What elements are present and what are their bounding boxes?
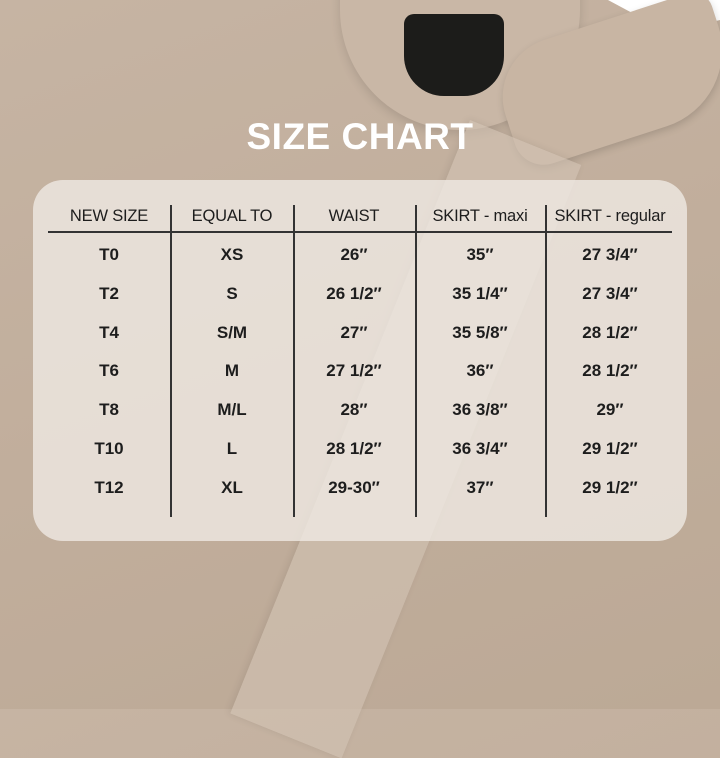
table-cell: 36 3/8″ xyxy=(452,400,508,420)
table-cell: 28 1/2″ xyxy=(582,322,638,342)
column-header: EQUAL TO xyxy=(191,207,273,225)
column-header: SKIRT - regular xyxy=(554,207,666,225)
table-cell: T8 xyxy=(99,400,119,420)
table-cell: 35 1/4″ xyxy=(452,283,508,303)
column-header: SKIRT - maxi xyxy=(432,207,528,225)
table-cell: S/M xyxy=(216,322,248,342)
column-header: NEW SIZE xyxy=(69,207,149,225)
table-cell: 36″ xyxy=(466,361,494,381)
column-header: WAIST xyxy=(328,207,380,225)
table-cell: XL xyxy=(221,477,243,497)
table-cell: 26 1/2″ xyxy=(326,283,382,303)
header-divider xyxy=(48,231,672,233)
table-cell: 27 3/4″ xyxy=(582,283,638,303)
table-cell: S xyxy=(226,283,238,303)
table-cell: 28 1/2″ xyxy=(582,361,638,381)
garment-label xyxy=(404,14,504,96)
table-cell: T10 xyxy=(94,439,124,458)
table-cell: 28 1/2″ xyxy=(326,439,382,458)
table-cell: T12 xyxy=(94,477,124,497)
table-cell: 29 1/2″ xyxy=(582,439,638,458)
table-cell: 27″ xyxy=(340,322,368,342)
table-cell: 29-30″ xyxy=(328,477,380,497)
table-cell: 35 5/8″ xyxy=(452,322,508,342)
table-cell: M xyxy=(224,361,240,381)
column-divider xyxy=(545,205,547,517)
table-cell: 29 1/2″ xyxy=(582,477,638,497)
table-cell: 29″ xyxy=(596,400,624,420)
column-divider xyxy=(170,205,172,517)
column-divider xyxy=(415,205,417,517)
table-cell: 37″ xyxy=(466,477,494,497)
table-cell: L xyxy=(226,439,238,458)
table-cell: 28″ xyxy=(340,400,368,420)
table-cell: 36 3/4″ xyxy=(452,439,508,458)
table-cell: T0 xyxy=(99,245,119,264)
table-cell: 26″ xyxy=(340,245,368,264)
table-cell: 27 3/4″ xyxy=(582,245,638,264)
table-cell: T4 xyxy=(99,322,119,342)
table-cell: T6 xyxy=(99,361,119,381)
column-divider xyxy=(293,205,295,517)
table-cell: XS xyxy=(220,245,244,264)
table-cell: T2 xyxy=(99,283,119,303)
table-cell: M/L xyxy=(217,400,247,420)
table-cell: 27 1/2″ xyxy=(326,361,382,381)
size-table-panel xyxy=(33,180,687,541)
page-title: SIZE CHART xyxy=(246,116,474,157)
table-cell: 35″ xyxy=(466,245,494,264)
